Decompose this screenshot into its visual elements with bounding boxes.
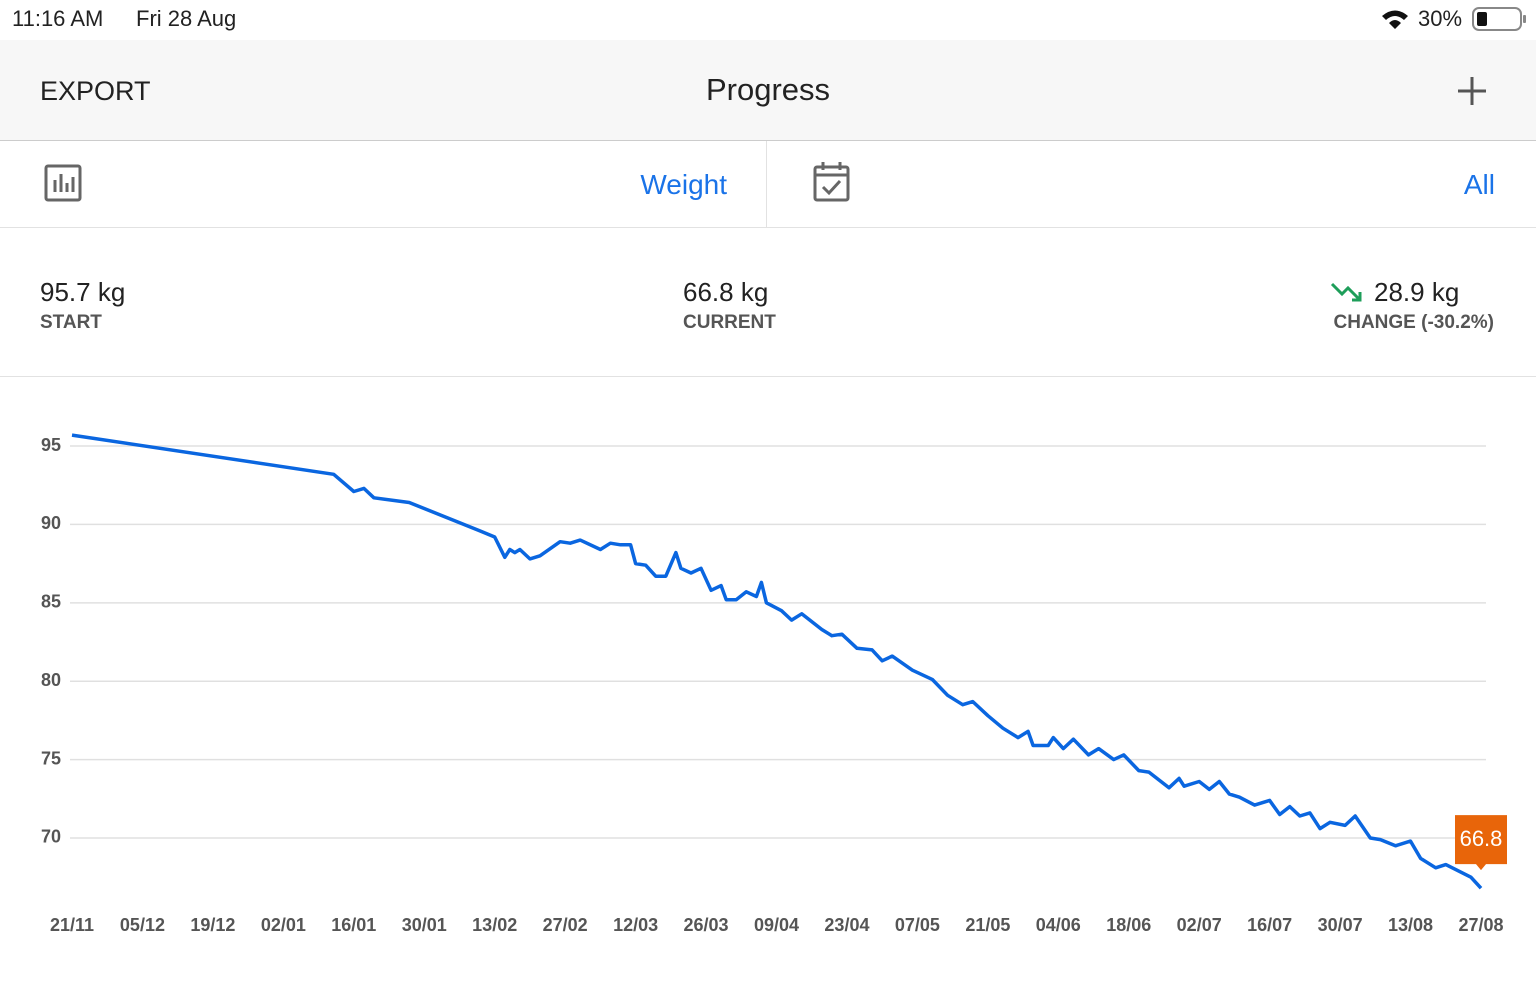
x-tick-label: 27/02: [543, 915, 588, 935]
x-tick-label: 12/03: [613, 915, 658, 935]
divider: [766, 141, 767, 227]
marker-label: 66.8: [1460, 826, 1503, 851]
divider: [0, 376, 1536, 377]
change-value: 28.9 kg: [1374, 277, 1460, 307]
status-date: Fri 28 Aug: [136, 6, 237, 31]
wifi-icon: [1382, 10, 1408, 29]
trend-down-icon: [1330, 282, 1362, 302]
y-tick-label: 85: [41, 592, 61, 612]
x-tick-label: 02/07: [1177, 915, 1222, 935]
x-tick-label: 05/12: [120, 915, 165, 935]
y-tick-label: 90: [41, 513, 61, 533]
marker-bubble: [1455, 815, 1507, 871]
x-tick-label: 13/02: [472, 915, 517, 935]
add-button[interactable]: [1456, 75, 1488, 107]
y-tick-label: 95: [41, 435, 61, 455]
nav-bar: [0, 40, 1536, 141]
current-marker: 66.8: [1455, 815, 1507, 871]
chart-icon[interactable]: [44, 164, 84, 204]
export-button[interactable]: EXPORT: [40, 76, 151, 106]
battery-icon: [1472, 7, 1526, 31]
y-tick-label: 75: [41, 748, 61, 768]
x-tick-label: 02/01: [261, 915, 306, 935]
nav-title: Progress: [705, 72, 831, 107]
x-tick-label: 18/06: [1106, 915, 1151, 935]
x-tick-label: 16/07: [1247, 915, 1292, 935]
x-tick-label: 09/04: [754, 915, 799, 935]
x-tick-label: 26/03: [684, 915, 729, 935]
status-time: 11:16 AM: [12, 6, 104, 31]
x-tick-label: 21/11: [50, 915, 94, 935]
divider: [0, 227, 1536, 228]
x-tick-label: 04/06: [1036, 915, 1081, 935]
battery-percent: 30%: [1418, 6, 1463, 31]
start-value: 95.7 kg: [40, 277, 126, 307]
x-tick-label: 16/01: [331, 915, 376, 935]
x-tick-label: 07/05: [895, 915, 940, 935]
metric-selector[interactable]: Weight: [640, 169, 727, 200]
current-value: 66.8 kg: [683, 277, 769, 307]
x-tick-label: 19/12: [190, 915, 235, 935]
current-label: CURRENT: [683, 312, 776, 333]
x-tick-label: 13/08: [1388, 915, 1433, 935]
x-tick-label: 23/04: [824, 915, 869, 935]
x-tick-label: 30/07: [1318, 915, 1363, 935]
change-label: CHANGE (-30.2%): [1333, 312, 1494, 333]
weight-line: [71, 433, 1483, 890]
calendar-icon[interactable]: [812, 160, 852, 204]
y-tick-label: 80: [41, 670, 61, 690]
range-selector[interactable]: All: [1463, 169, 1495, 200]
x-tick-label: 27/08: [1458, 915, 1503, 935]
y-tick-label: 70: [41, 827, 61, 847]
x-tick-label: 30/01: [402, 915, 447, 935]
x-tick-label: 21/05: [965, 915, 1010, 935]
start-label: START: [40, 312, 102, 333]
